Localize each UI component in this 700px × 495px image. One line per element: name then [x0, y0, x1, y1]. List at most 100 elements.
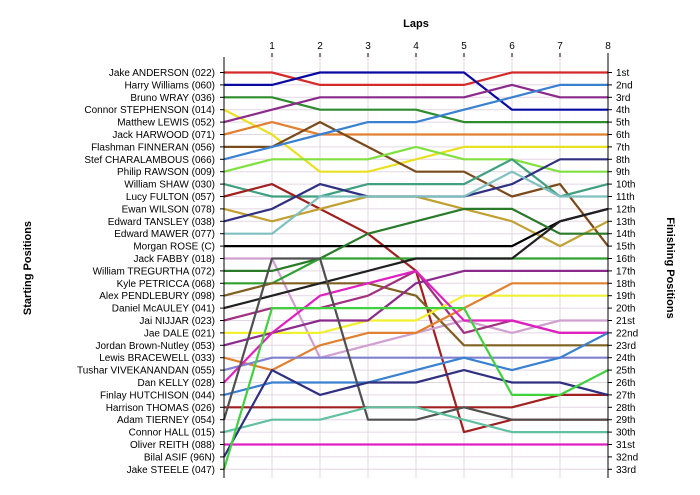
finish-position-label: 29th — [616, 415, 635, 426]
series-line — [224, 170, 608, 235]
series-line — [224, 207, 608, 272]
finish-position-label: 32nd — [616, 452, 638, 463]
finish-position-label: 3rd — [616, 93, 630, 104]
series-line — [223, 282, 608, 347]
start-position-label: Ewan WILSON (078) — [122, 204, 215, 215]
start-position-label: Edward MAWER (077) — [114, 229, 215, 240]
start-position-label: William SHAW (030) — [124, 180, 215, 191]
finish-position-label: 8th — [616, 155, 630, 166]
series-line — [223, 331, 609, 396]
start-position-label: Finlay HUTCHISON (044) — [100, 390, 215, 401]
series-lines — [222, 71, 609, 470]
finish-position-label: 33rd — [616, 465, 636, 476]
series-line — [224, 71, 608, 87]
plot-frame — [220, 53, 612, 478]
series-line — [223, 269, 608, 384]
start-position-label: Harry Williams (060) — [124, 80, 215, 91]
finish-position-label: 4th — [616, 105, 630, 116]
start-position-label: William TREGURTHA (072) — [93, 266, 215, 277]
start-position-label: Lewis BRACEWELL (033) — [99, 353, 215, 364]
y-axis-title-right: Finishing Positions — [664, 217, 676, 318]
finish-position-label: 17th — [616, 266, 635, 277]
start-position-label: Flashman FINNERAN (056) — [91, 142, 215, 153]
series-line — [223, 282, 608, 372]
start-position-label: Adam TIERNEY (054) — [117, 415, 215, 426]
labels: 1 2 3 4 5 6 7 8 Jake ANDERSON (022)Harry William… — [77, 41, 638, 476]
finish-position-label: 22nd — [616, 328, 638, 339]
finish-position-label: 11th — [616, 192, 635, 203]
series-line — [224, 96, 608, 124]
finish-position-label: 7th — [616, 142, 630, 153]
series-line — [224, 207, 609, 248]
series-line — [223, 158, 609, 198]
series-line — [223, 83, 608, 124]
start-position-label: Harrison THOMAS (026) — [106, 403, 215, 414]
x-tick-label: 5 — [461, 41, 467, 52]
start-position-label: Jake STEELE (047) — [127, 465, 215, 476]
finish-position-label: 10th — [616, 180, 635, 191]
series-line — [223, 83, 608, 161]
finish-position-label: 30th — [616, 428, 635, 439]
y-axis-title-left: Starting Positions — [22, 221, 34, 315]
start-position-label: Connor HALL (015) — [129, 428, 215, 439]
start-position-label: Kyle PETRICCA (068) — [117, 279, 215, 290]
finish-position-label: 27th — [616, 390, 635, 401]
finish-position-label: 14th — [616, 229, 635, 240]
series-line — [223, 369, 609, 458]
start-position-label: Dan KELLY (028) — [138, 378, 215, 389]
finish-position-label: 28th — [616, 403, 635, 414]
finish-position-label: 15th — [616, 242, 635, 253]
series-line — [223, 406, 608, 434]
finish-position-label: 12th — [616, 204, 635, 215]
start-position-label: Bruno WRAY (036) — [130, 93, 215, 104]
start-position-label: Lucy FULTON (057) — [126, 192, 215, 203]
x-tick-label: 8 — [605, 41, 611, 52]
start-position-label: Tushar VIVEKANANDAN (055) — [77, 366, 215, 377]
finish-position-label: 25th — [616, 366, 635, 377]
start-position-label: Jai NIJJAR (023) — [139, 316, 215, 327]
finish-position-label: 26th — [616, 378, 635, 389]
finish-position-label: 20th — [616, 304, 635, 315]
start-position-label: Jack HARWOOD (071) — [112, 130, 215, 141]
finish-position-label: 9th — [616, 167, 630, 178]
series-line — [223, 356, 608, 372]
finish-position-label: 16th — [616, 254, 635, 265]
series-line — [224, 294, 608, 334]
series-line — [222, 257, 608, 421]
start-position-label: Morgan ROSE (C) — [133, 242, 215, 253]
finish-position-label: 13th — [616, 217, 635, 228]
finish-position-label: 18th — [616, 279, 635, 290]
start-position-label: Connor STEPHENSON (014) — [84, 105, 215, 116]
start-position-label: Jake ANDERSON (022) — [109, 68, 215, 79]
start-position-label: Edward TANSLEY (038) — [108, 217, 215, 228]
x-tick-label: 6 — [509, 41, 515, 52]
x-tick-label: 1 — [269, 41, 275, 52]
series-line — [223, 207, 609, 310]
start-position-label: Philip RAWSON (009) — [117, 167, 215, 178]
start-position-label: Daniel McAULEY (041) — [112, 304, 215, 315]
finish-position-label: 24th — [616, 353, 635, 364]
x-tick-label: 4 — [413, 41, 419, 52]
series-line — [224, 71, 608, 111]
start-position-label: Stef CHARALAMBOUS (066) — [84, 155, 215, 166]
start-position-label: Jack FABBY (018) — [133, 254, 215, 265]
start-position-label: Jordan Brown-Nutley (053) — [96, 341, 216, 352]
start-position-label: Oliver REITH (088) — [130, 440, 215, 451]
series-line — [223, 108, 608, 173]
finish-position-label: 21st — [616, 316, 635, 327]
series-line — [223, 269, 608, 347]
x-tick-label: 7 — [557, 41, 563, 52]
finish-position-label: 23rd — [616, 341, 636, 352]
x-tick-label: 3 — [365, 41, 371, 52]
start-position-label: Alex PENDLEBURY (098) — [99, 291, 215, 302]
finish-position-label: 2nd — [616, 80, 633, 91]
finish-position-label: 6th — [616, 130, 630, 141]
series-line — [223, 120, 608, 136]
finish-position-label: 19th — [616, 291, 635, 302]
x-axis-title: Laps — [403, 18, 429, 30]
finish-position-label: 31st — [616, 440, 635, 451]
finish-position-label: 5th — [616, 118, 630, 129]
start-position-label: Jae DALE (021) — [144, 328, 215, 339]
finish-position-label: 1st — [616, 68, 630, 79]
